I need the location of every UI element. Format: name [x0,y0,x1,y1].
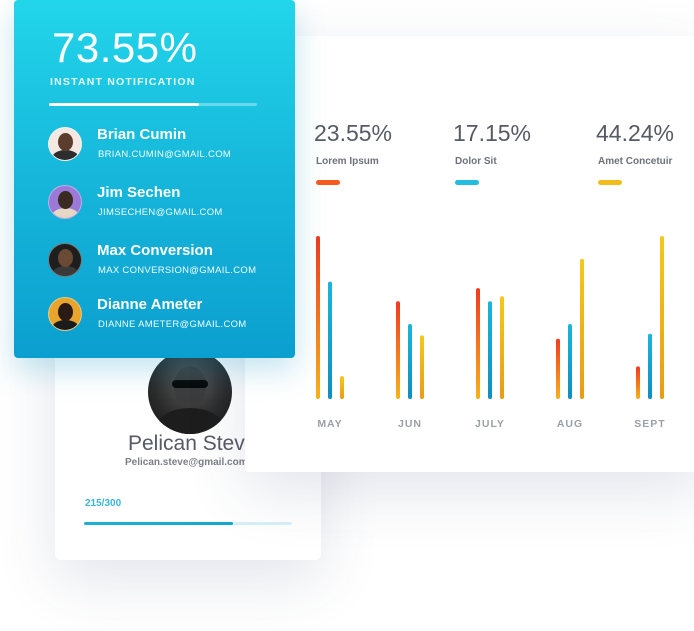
bar-may-amet-concetuir[interactable] [340,376,344,399]
avatar-body [52,266,79,276]
notification-progress-fill [49,103,199,106]
user-row[interactable]: Jim Sechen JIMSECHEN@GMAIL.COM [48,184,288,224]
user-email: JIMSECHEN@GMAIL.COM [98,207,223,218]
stat-value: 44.24% [596,120,675,146]
profile-progress-text: 215/300 [85,498,122,509]
notification-percentage: 73.55% [52,24,198,71]
user-row[interactable]: Max Conversion MAX CONVERSION@GMAIL.COM [48,242,288,282]
avatar-shoulders [156,408,224,434]
stat-label: Dolor Sit [455,156,497,167]
user-email: BRIAN.CUMIN@GMAIL.COM [98,149,232,160]
x-tick-label: MAY [317,418,342,430]
bar-chart: MAY JUN JULY AUG SEPT [316,236,665,430]
notification-card: 73.55% INSTANT NOTIFICATION Brian Cumin … [14,0,295,358]
stat-value: 17.15% [453,120,532,146]
user-name: Brian Cumin [97,126,187,143]
profile-email: Pelican.steve@gmail.com [125,457,248,468]
user-name: Dianne Ameter [97,296,203,313]
bar-jun-dolor-sit[interactable] [408,324,412,399]
x-tick-label: SEPT [634,418,665,430]
avatar-head [58,303,73,321]
stat-color-bar [598,180,622,185]
stat-color-bar [316,180,340,185]
chart-card: 23.55% Lorem Ipsum 17.15% Dolor Sit 44.2… [245,36,694,472]
user-row[interactable]: Dianne Ameter DIANNE AMETER@GMAIL.COM [48,296,288,336]
bar-sept-lorem-ipsum[interactable] [636,366,640,399]
avatar-body [52,208,79,218]
bar-may-lorem-ipsum[interactable] [316,236,320,399]
user-avatar [48,297,82,331]
user-email: MAX CONVERSION@GMAIL.COM [98,265,257,276]
user-name: Max Conversion [97,242,213,259]
x-tick-label: AUG [557,418,583,430]
avatar-body [52,320,79,330]
bar-jun-amet-concetuir[interactable] [420,335,424,399]
notification-label: INSTANT NOTIFICATION [50,76,196,88]
profile-name: Pelican Steve [128,432,257,455]
stat-amet-concetuir: 44.24% Amet Concetuir [596,120,674,185]
x-tick-label: JUN [398,418,422,430]
notification-progress-track [49,103,257,106]
user-email: DIANNE AMETER@GMAIL.COM [98,319,247,330]
x-tick-label: JULY [475,418,505,430]
bar-sept-amet-concetuir[interactable] [660,236,664,399]
bar-july-dolor-sit[interactable] [488,301,492,399]
user-avatar [48,127,82,161]
profile-avatar[interactable] [148,350,232,434]
bar-july-lorem-ipsum[interactable] [476,288,480,399]
stat-lorem-ipsum: 23.55% Lorem Ipsum [314,120,392,185]
avatar-glasses [172,380,208,388]
bar-aug-lorem-ipsum[interactable] [556,338,560,399]
user-row[interactable]: Brian Cumin BRIAN.CUMIN@GMAIL.COM [48,126,288,166]
stat-dolor-sit: 17.15% Dolor Sit [453,120,531,185]
profile-progress-track [84,522,292,525]
profile-progress-fill [84,522,234,525]
stat-label: Amet Concetuir [598,156,673,167]
stat-value: 23.55% [314,120,393,146]
stat-color-bar [455,180,479,185]
user-avatar [48,185,82,219]
bar-may-dolor-sit[interactable] [328,281,332,399]
bar-aug-dolor-sit[interactable] [568,324,572,399]
bar-jun-lorem-ipsum[interactable] [396,301,400,399]
user-avatar [48,243,82,277]
avatar-body [52,150,79,160]
avatar-head [58,249,73,267]
bar-sept-dolor-sit[interactable] [648,333,652,399]
avatar-head [58,191,73,209]
bar-aug-amet-concetuir[interactable] [580,258,584,399]
avatar-head [58,133,73,151]
stat-label: Lorem Ipsum [316,156,379,167]
bar-july-amet-concetuir[interactable] [500,296,504,399]
user-name: Jim Sechen [97,184,181,201]
